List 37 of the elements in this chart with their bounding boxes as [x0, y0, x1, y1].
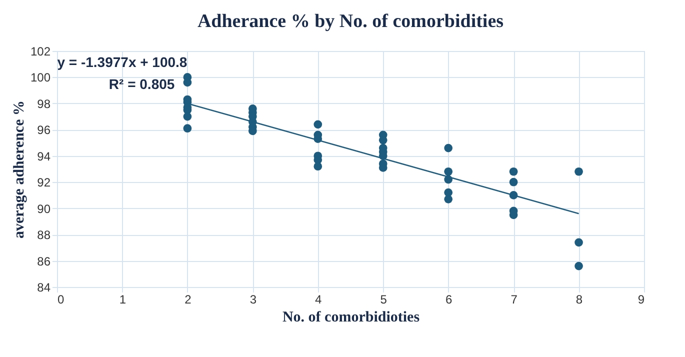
- x-tick-label: 3: [250, 292, 257, 306]
- x-tick-label: 1: [119, 292, 126, 306]
- point: [183, 112, 192, 121]
- y-tick-label: 98: [37, 96, 51, 111]
- x-tick-label: 9: [638, 292, 645, 306]
- x-tick-label: 0: [58, 292, 64, 306]
- x-axis-title: No. of comorbidioties: [282, 310, 420, 326]
- x-tick-label: 2: [184, 292, 192, 306]
- point: [444, 167, 453, 176]
- x-tick-label: 5: [380, 292, 388, 306]
- x-tick-label: 4: [315, 292, 322, 306]
- chart-title: Adherance % by No. of comorbidities: [197, 11, 504, 32]
- x-tick-label: 6: [445, 292, 452, 306]
- x-tick-label: 8: [576, 292, 583, 306]
- point: [444, 144, 453, 152]
- point: [574, 262, 583, 270]
- point: [574, 238, 583, 247]
- y-axis-title: average adherence %: [11, 100, 28, 239]
- point: [444, 194, 453, 204]
- y-tick-label: 86: [37, 254, 51, 268]
- y-tick-label: 88: [37, 228, 51, 242]
- y-tick-label: 84: [37, 280, 51, 294]
- annotation: R² = 0.805: [108, 76, 175, 92]
- x-tick-label: 7: [510, 292, 518, 306]
- y-tick-label: 100: [30, 70, 51, 85]
- point: [509, 167, 518, 176]
- point: [314, 120, 322, 129]
- point: [314, 162, 322, 171]
- point: [183, 124, 192, 133]
- annotation: y = -1.3977x + 100.8: [57, 54, 188, 70]
- y-tick-label: 96: [37, 123, 51, 138]
- point: [509, 178, 518, 186]
- y-tick-label: 90: [37, 202, 51, 216]
- y-tick-label: 102: [30, 44, 51, 58]
- y-tick-label: 94: [37, 149, 51, 164]
- point: [574, 167, 583, 176]
- y-tick-label: 92: [37, 176, 51, 190]
